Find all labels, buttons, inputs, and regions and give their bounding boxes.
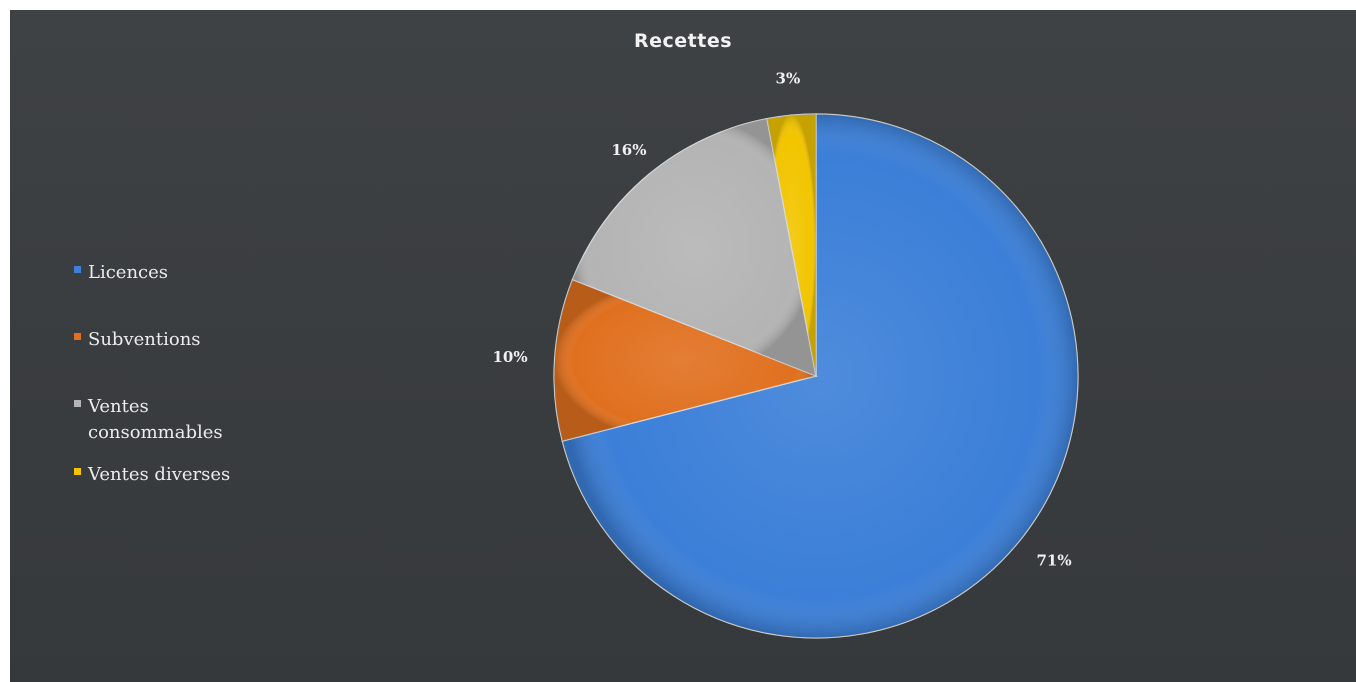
pie-slice-shade — [554, 279, 816, 442]
chart-title: Recettes — [633, 30, 733, 52]
legend-item-ventes-diverses: Ventes diverses — [74, 462, 230, 488]
legend-label: Subventions — [88, 329, 201, 350]
pie-data-label: 3% — [776, 70, 801, 88]
chart-frame: Recettes Licences Subventions Ventes con… — [10, 10, 1356, 682]
pie-chart: 71% 10% 16% 3% — [492, 70, 1079, 639]
legend-swatch-ventes-diverses — [74, 467, 81, 475]
legend-label: Licences — [88, 262, 169, 283]
legend-label: Ventes consommables — [88, 396, 223, 443]
pie-data-label: 10% — [492, 348, 527, 366]
legend-label: Ventes diverses — [88, 464, 231, 485]
legend-swatch-ventes-consommables — [74, 399, 81, 407]
pie-slice-shade — [766, 114, 816, 376]
legend-item-licences: Licences — [74, 260, 168, 286]
legend-item-subventions: Subventions — [74, 327, 201, 353]
pie-slices — [553, 113, 1079, 639]
legend-swatch-subventions — [74, 332, 81, 340]
legend-item-ventes-consommables: Ventes consommables — [74, 394, 238, 446]
pie-slice-shade — [572, 118, 816, 376]
pie-data-label: 16% — [611, 141, 646, 159]
legend-swatch-licences — [74, 265, 81, 273]
pie-slice-shade — [562, 114, 1079, 638]
pie-data-label: 71% — [1037, 552, 1072, 570]
pie-data-labels: 71% 10% 16% 3% — [492, 70, 1071, 570]
